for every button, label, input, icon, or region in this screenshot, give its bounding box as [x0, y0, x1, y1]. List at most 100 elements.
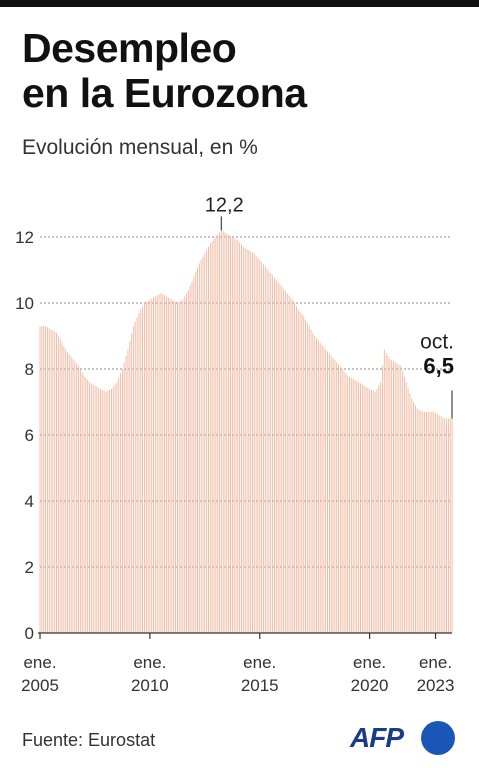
- bar-month: [43, 326, 45, 633]
- bar-month: [45, 326, 47, 633]
- chart-title: Desempleo en la Eurozona: [22, 26, 307, 116]
- bar-month: [109, 389, 111, 633]
- bar-month: [262, 264, 264, 633]
- y-tick-label-0: 0: [25, 624, 34, 643]
- bar-month: [336, 362, 338, 633]
- bar-month: [257, 257, 259, 633]
- bar-month: [178, 301, 180, 633]
- bar-month: [63, 345, 65, 633]
- bar-month: [123, 362, 125, 633]
- bar-month: [277, 282, 279, 633]
- bar-month: [164, 295, 166, 633]
- bar-month: [220, 230, 222, 633]
- bar-month: [354, 380, 356, 633]
- bar-month: [431, 411, 433, 633]
- bar-month: [325, 349, 327, 633]
- bar-month: [402, 371, 404, 633]
- bar-month: [363, 385, 365, 633]
- bar-month: [68, 354, 70, 633]
- bar-month: [231, 237, 233, 633]
- bar-month: [449, 418, 451, 633]
- bar-month: [283, 288, 285, 633]
- bar-month: [230, 235, 231, 633]
- bar-month: [111, 388, 112, 633]
- bar-month: [288, 295, 290, 633]
- bar-month: [79, 369, 81, 633]
- bar-month: [409, 393, 411, 633]
- bar-month: [222, 231, 224, 633]
- bar-month: [202, 256, 204, 633]
- bar-month: [365, 386, 367, 633]
- bar-month: [72, 359, 74, 633]
- bar-month: [391, 360, 393, 633]
- bar-month: [169, 298, 171, 633]
- bar-month: [96, 386, 98, 633]
- top-rule: [0, 0, 479, 7]
- bar-month: [371, 389, 372, 633]
- bar-month: [414, 405, 416, 633]
- bar-month: [78, 365, 79, 633]
- bar-month: [200, 260, 202, 633]
- bar-month: [358, 382, 360, 633]
- bar-month: [442, 417, 444, 633]
- bar-month: [83, 375, 85, 633]
- bar-month: [403, 376, 405, 633]
- bar-month: [316, 338, 318, 633]
- y-tick-label-4: 4: [25, 492, 34, 511]
- bar-month: [195, 272, 197, 633]
- bar-month: [193, 276, 195, 633]
- x-tick-label-line1-2: ene.: [243, 653, 276, 672]
- bar-month: [65, 349, 67, 633]
- bar-month: [334, 360, 336, 633]
- bar-month: [215, 237, 217, 633]
- bar-month: [433, 411, 435, 633]
- x-tick-label-line1-4: ene.: [419, 653, 452, 672]
- title-line-2: en la Eurozona: [22, 70, 307, 116]
- bar-month: [100, 388, 101, 633]
- bar-month: [59, 339, 61, 633]
- bar-month: [273, 277, 275, 633]
- bar-month: [151, 298, 153, 633]
- bar-month: [118, 377, 120, 633]
- bar-month: [319, 342, 321, 633]
- bar-month: [407, 387, 409, 633]
- bar-month: [303, 316, 305, 633]
- bar-month: [176, 303, 178, 633]
- bar-month: [294, 303, 296, 633]
- bar-month: [376, 388, 378, 633]
- bar-month: [297, 309, 299, 633]
- bar-month: [350, 377, 352, 633]
- bar-month: [160, 293, 162, 633]
- bar-month: [266, 268, 268, 633]
- x-tick-label-line1-0: ene.: [23, 653, 56, 672]
- bar-month: [142, 306, 144, 633]
- peak-annotation-label: 12,2: [205, 194, 244, 216]
- bar-month: [226, 233, 228, 633]
- bar-month: [213, 239, 215, 633]
- last-value-annotation-month: oct.: [420, 331, 454, 354]
- bar-month: [235, 239, 237, 633]
- bar-month: [312, 332, 314, 633]
- bar-month: [424, 411, 426, 633]
- bar-month: [251, 252, 253, 633]
- bar-month: [418, 409, 420, 633]
- bar-month: [156, 295, 158, 633]
- bar-month: [242, 246, 244, 633]
- bar-month: [444, 418, 446, 633]
- bar-month: [175, 301, 177, 633]
- bar-month: [116, 382, 118, 633]
- bar-month: [438, 415, 440, 633]
- bar-month: [281, 286, 283, 633]
- bar-month: [191, 281, 193, 633]
- bar-month: [347, 375, 349, 633]
- bar-month: [187, 289, 189, 633]
- source-note: Fuente: Eurostat: [22, 730, 156, 750]
- bar-month: [140, 309, 142, 633]
- bar-month: [244, 248, 246, 633]
- bar-month: [447, 418, 449, 633]
- bar-month: [372, 391, 374, 633]
- bar-month: [380, 382, 382, 633]
- bar-month: [440, 416, 442, 633]
- bar-month: [290, 297, 292, 633]
- bar-month: [253, 253, 255, 633]
